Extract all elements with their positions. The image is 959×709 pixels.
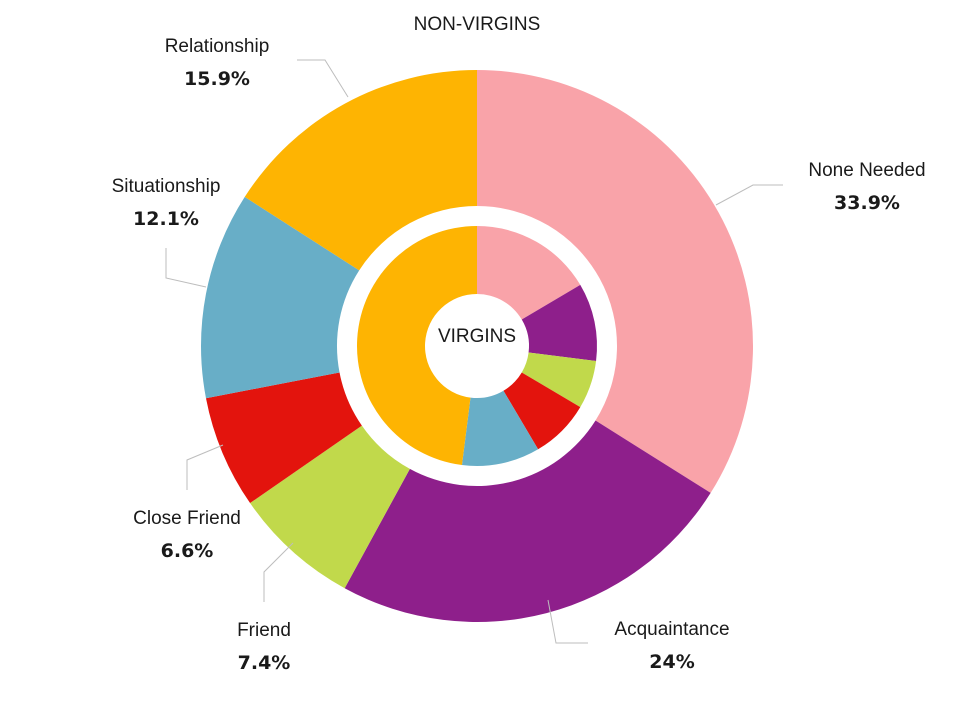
label-name: None Needed (808, 160, 926, 181)
label-name: Relationship (164, 36, 270, 57)
label-friend: Friend 7.4% (237, 620, 291, 674)
inner-ring-title: VIRGINS (437, 326, 517, 347)
leader-friend (263, 542, 294, 602)
label-name: Acquaintance (614, 619, 730, 640)
slice-close-friend (205, 372, 362, 504)
label-acquaintance: Acquaintance 24% (614, 619, 729, 673)
leader-situationship (165, 248, 207, 288)
slice-situationship (461, 390, 539, 466)
label-percent: 33.9% (834, 192, 900, 214)
label-percent: 7.4% (237, 652, 291, 674)
slice-none-needed (477, 226, 581, 320)
slice-acquaintance (344, 420, 711, 622)
slice-situationship (201, 196, 360, 399)
label-name: Friend (237, 620, 291, 641)
label-relationship: Relationship 15.9% (165, 36, 270, 90)
label-percent: 6.6% (160, 540, 214, 562)
label-name: Situationship (111, 176, 221, 197)
slice-relationship (244, 70, 477, 271)
label-percent: 24% (649, 651, 695, 673)
slice-friend (521, 352, 597, 408)
slice-acquaintance (521, 284, 597, 362)
label-none-needed: None Needed 33.9% (808, 160, 925, 214)
leader-lines (165, 59, 783, 644)
label-percent: 15.9% (184, 68, 250, 90)
outer-ring-non-virgins (201, 70, 753, 622)
label-situationship: Situationship 12.1% (112, 176, 221, 230)
outer-ring-title: NON-VIRGINS (413, 14, 541, 35)
slice-close-friend (503, 372, 581, 450)
label-name: Close Friend (133, 508, 241, 529)
label-percent: 12.1% (133, 208, 199, 230)
leader-acquaintance (547, 599, 588, 644)
slice-none-needed (477, 70, 753, 493)
leader-close-friend (186, 444, 224, 490)
inner-ring-virgins (356, 226, 597, 466)
label-close-friend: Close Friend 6.6% (133, 508, 241, 562)
slice-friend (250, 425, 410, 589)
slice-relationship (356, 226, 477, 466)
leader-none-needed (715, 184, 783, 206)
leader-relationship (297, 59, 349, 98)
